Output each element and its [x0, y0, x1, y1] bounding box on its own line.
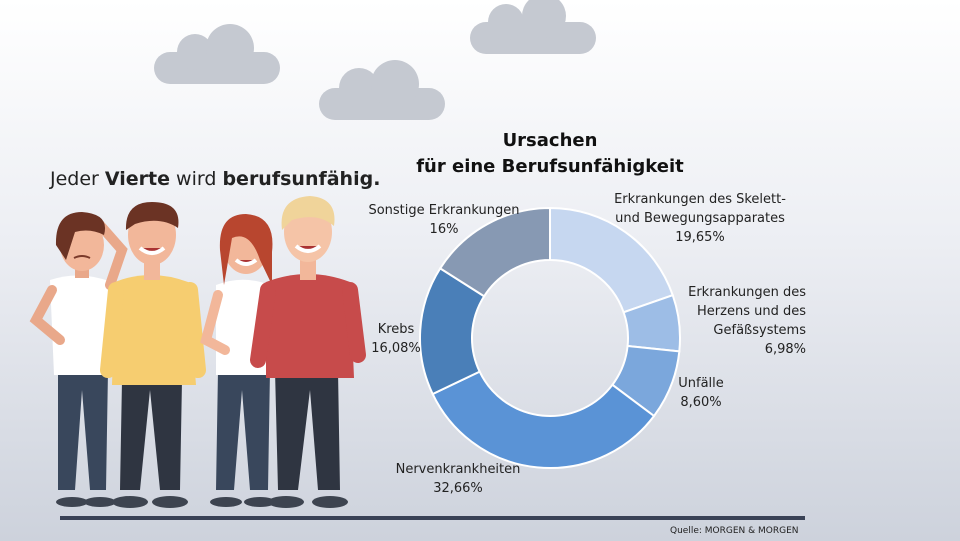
- tagline: Jeder Vierte wird berufsunfähig.: [50, 168, 380, 190]
- tagline-text: wird: [170, 168, 223, 190]
- floor-line: [60, 516, 805, 520]
- person-thinking-woman: [29, 212, 128, 507]
- cloud-illustration: [319, 60, 445, 120]
- slice-label-line: und Bewegungsapparates: [615, 211, 785, 226]
- person-yellow-sweater: [100, 202, 206, 508]
- slice-value: 19,65%: [675, 230, 725, 245]
- slice-label-line: Unfälle: [678, 376, 724, 391]
- chart-title-line: für eine Berufsunfähigkeit: [416, 156, 684, 177]
- slice-label-krebs: Krebs 16,08%: [364, 320, 428, 358]
- donut-slice-5: [438, 206, 551, 298]
- chart-title-line: Ursachen: [502, 130, 598, 151]
- chart-title: Ursachen für eine Berufsunfähigkeit: [400, 128, 700, 180]
- person-red-shirt: [250, 196, 366, 508]
- slice-value: 16%: [429, 222, 459, 237]
- slice-value: 32,66%: [433, 481, 483, 496]
- slice-label-skelett: Erkrankungen des Skelett- und Bewegungsa…: [600, 190, 800, 247]
- people-illustration: [29, 196, 366, 508]
- cloud-illustration: [470, 0, 596, 54]
- slice-label-unfaelle: Unfälle 8,60%: [676, 374, 726, 412]
- slice-value: 16,08%: [371, 341, 421, 356]
- slice-label-sonstige: Sonstige Erkrankungen 16%: [362, 201, 526, 239]
- cloud-illustration: [154, 24, 280, 84]
- slice-label-line: Krebs: [377, 322, 415, 337]
- slice-label-line: Gefäßsystems: [713, 323, 806, 338]
- slice-label-line: Erkrankungen des Skelett-: [614, 192, 786, 207]
- slice-value: 8,60%: [680, 395, 722, 410]
- tagline-text: Jeder: [50, 168, 105, 190]
- slice-label-line: Erkrankungen des: [688, 285, 806, 300]
- source-note: Quelle: MORGEN & MORGEN: [670, 526, 799, 536]
- slice-label-line: Sonstige Erkrankungen: [368, 203, 520, 218]
- slice-label-herz: Erkrankungen des Herzens und des Gefäßsy…: [676, 283, 806, 359]
- slice-value: 6,98%: [764, 342, 806, 357]
- slice-label-line: Nervenkrankheiten: [395, 462, 521, 477]
- slice-label-line: Herzens und des: [697, 304, 806, 319]
- tagline-bold: Vierte: [104, 168, 171, 190]
- tagline-bold: berufsunfähig.: [222, 168, 381, 190]
- donut-slice-3: [431, 370, 656, 469]
- slice-label-nerven: Nervenkrankheiten 32,66%: [388, 460, 528, 498]
